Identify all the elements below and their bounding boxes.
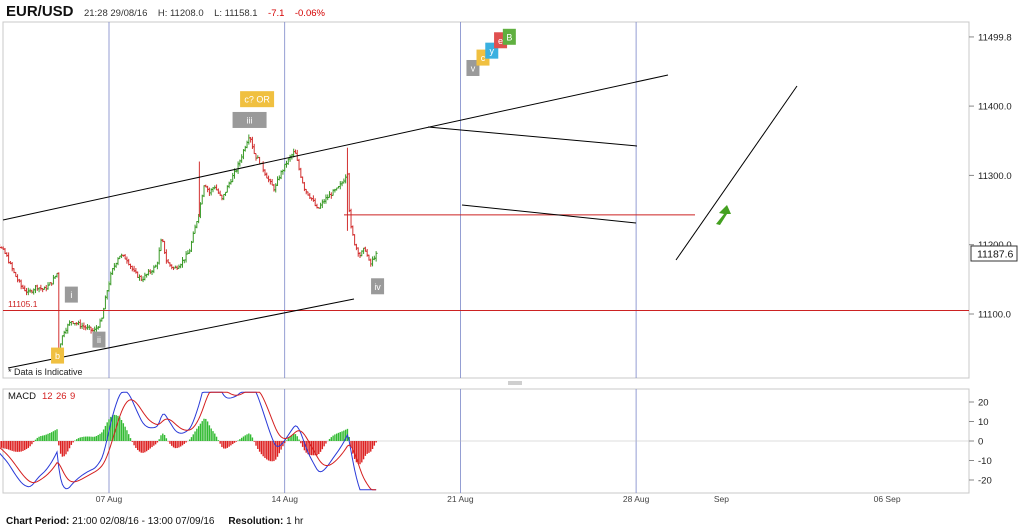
wave-label-box [371,278,385,295]
price-tick-label: 11400.0 [978,102,1012,113]
time-tick-label: Sep [714,494,729,504]
time-tick-label: 14 Aug [271,494,298,504]
chart-header: EUR/USD 21:28 29/08/16 H: 11208.0 L: 111… [6,3,325,21]
header-change: -7.1 [268,8,285,19]
header-high: H: 11208.0 [158,8,204,19]
wave-label-box [51,347,65,364]
price-panel-frame [2,21,970,379]
macd-param-signal: 9 [70,391,75,402]
wave-label-box [502,28,516,45]
data-indicative-note: * Data is Indicative [8,367,83,377]
macd-signal-line [0,391,377,491]
trend-line [7,298,355,369]
trend-drawings [2,74,969,369]
header-change-pct: -0.06% [294,8,325,19]
macd-tick-label: 10 [978,417,989,428]
wave-label-text: c [481,53,486,63]
wave-label-text: B [506,32,512,42]
wave-label-box [466,59,480,76]
chart-footer: Chart Period: 21:00 02/08/16 - 13:00 07/… [6,516,303,527]
wave-label-text: c? OR [244,95,270,105]
price-tag-box [970,245,1018,262]
symbol-title: EUR/USD [6,3,74,20]
header-low: L: 11158.1 [214,8,258,19]
low-value: 11158.1 [224,8,258,19]
macd-title-text: MACD [8,391,36,402]
wave-label-text: b [55,351,60,361]
price-tick-label: 11499.8 [978,32,1012,43]
trend-line [461,204,637,224]
trend-line [2,74,669,221]
macd-plot [0,391,969,491]
time-axis: 07 Aug 14 Aug 21 Aug 28 Aug Sep 06 Sep [96,494,901,504]
high-label: H: [157,8,168,19]
high-value: 11208.0 [169,8,204,19]
resolution-value: 1 hr [286,516,304,527]
wave-label-text: y [490,46,495,56]
wave-label-box [92,331,106,348]
time-tick-label: 28 Aug [623,494,650,504]
price-tag: 11187.6 [970,245,1018,262]
support-level-label: 11105.1 [8,299,38,309]
trend-line [427,126,638,147]
wave-label-text: iii [247,115,253,125]
wave-label-text: i [70,290,72,300]
header-time: 21:28 29/08/16 [83,8,148,19]
price-tick-label: 11300.0 [978,171,1012,182]
low-label: L: [214,8,222,19]
time-tick-label: 06 Sep [874,494,901,504]
macd-param-slow: 26 [56,391,67,402]
price-tick-label: 11100.0 [978,310,1011,321]
wave-label-text: iv [374,282,381,292]
projection-arrow-icon [716,205,731,225]
macd-tick-label: 0 [978,437,983,448]
macd-line [0,391,377,491]
macd-tick-label: -10 [978,456,992,467]
wave-label-box [64,286,78,303]
macd-param-fast: 12 [42,391,53,402]
wave-label-text: ii [97,335,101,345]
macd-axis: 20 10 0 -10 -20 [969,398,992,487]
price-tag-value: 11187.6 [977,249,1014,261]
panel-resize-handle[interactable] [508,381,522,385]
resolution-label: Resolution: [228,516,284,527]
macd-tick-label: -20 [978,476,992,487]
wave-label-box [240,91,275,108]
period-value: 21:00 02/08/16 - 13:00 07/09/16 [72,516,215,527]
trend-line [675,85,798,261]
macd-title: MACD 12 26 9 [8,391,75,402]
time-tick-label: 21 Aug [447,494,474,504]
period-label: Chart Period: [6,516,70,527]
time-tick-label: 07 Aug [96,494,123,504]
wave-label-text: v [471,63,476,73]
wave-label-box [232,111,267,128]
wave-label-text: e [498,36,503,46]
macd-tick-label: 20 [978,398,989,409]
